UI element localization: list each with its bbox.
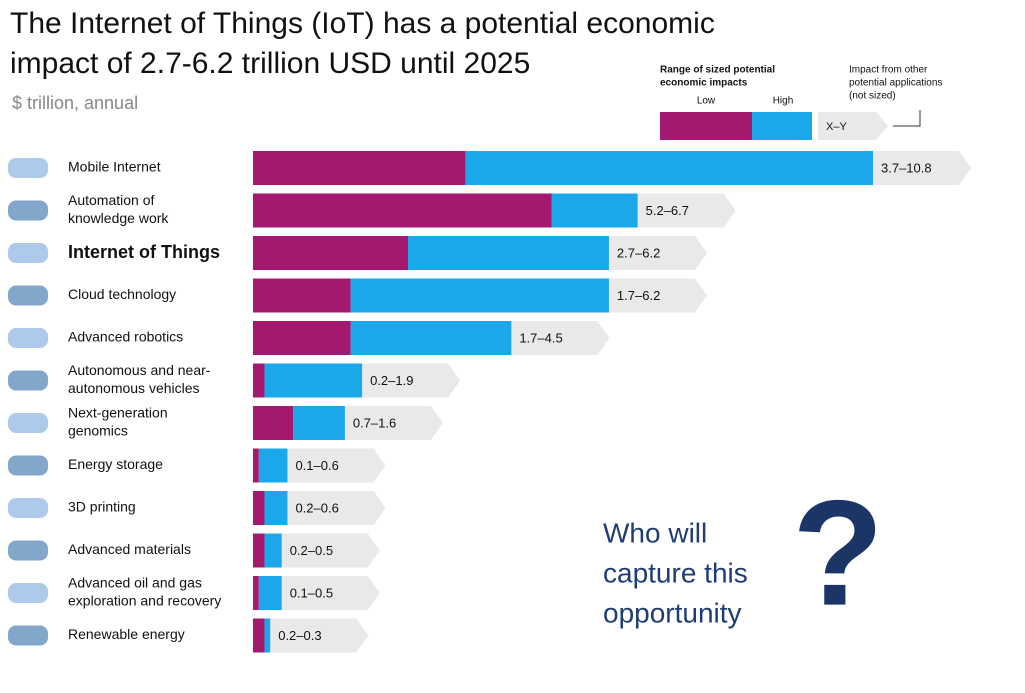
- category-label: Renewable energy: [68, 626, 185, 642]
- legend-label: X–Y: [826, 121, 847, 133]
- value-chevron: [606, 236, 707, 270]
- value-chevron: [285, 448, 386, 483]
- category-label: autonomous vehicles: [68, 380, 200, 396]
- value-chevron: [509, 321, 610, 355]
- value-label: 0.1–0.5: [290, 585, 333, 600]
- legend-label: Low: [697, 96, 716, 107]
- bar-low: [253, 278, 351, 313]
- legend-swatch: [752, 112, 812, 140]
- bar-low: [253, 491, 265, 525]
- value-label: 2.7–6.2: [617, 245, 660, 260]
- bar-high: [264, 618, 271, 653]
- bar-low: [253, 406, 294, 440]
- bar-high: [551, 193, 638, 228]
- bar-high: [465, 151, 873, 185]
- bar-high: [350, 278, 609, 313]
- bar-low: [253, 151, 466, 185]
- row-icon: [8, 540, 48, 561]
- value-label: 0.2–0.5: [290, 543, 333, 558]
- value-chevron: [360, 363, 461, 398]
- value-chevron: [285, 491, 386, 525]
- category-label: genomics: [68, 423, 128, 439]
- bar-high: [264, 491, 288, 525]
- annotation: Who will: [603, 517, 707, 548]
- bar-low: [253, 533, 265, 568]
- value-label: 0.1–0.6: [295, 458, 338, 473]
- row-icon: [8, 625, 48, 646]
- value-chevron: [279, 533, 380, 568]
- value-label: 0.2–0.6: [295, 500, 338, 515]
- annotation: opportunity: [603, 597, 742, 628]
- legend-bracket: [893, 110, 921, 127]
- bar-high: [350, 321, 512, 355]
- row-icon: [8, 498, 48, 518]
- category-label: Internet of Things: [68, 242, 220, 262]
- value-label: 3.7–10.8: [881, 160, 932, 175]
- category-label: exploration and recovery: [68, 593, 221, 609]
- row-icon: [8, 200, 48, 221]
- legend-swatch: [660, 112, 752, 140]
- value-label: 1.7–4.5: [519, 330, 562, 345]
- category-label: Next-generation: [68, 405, 168, 421]
- row-icon: [8, 413, 48, 433]
- chart-title: The Internet of Things (IoT) has a poten…: [10, 7, 715, 40]
- row-icon: [8, 455, 48, 476]
- category-label: Advanced robotics: [68, 329, 183, 345]
- row-icon: [8, 243, 48, 263]
- bar-low: [253, 448, 259, 483]
- legend-label: High: [773, 96, 794, 107]
- annotation: capture this: [603, 557, 748, 588]
- category-label: Advanced oil and gas: [68, 575, 202, 591]
- bar-high: [264, 533, 282, 568]
- bar-low: [253, 618, 265, 653]
- bar-high: [408, 236, 609, 270]
- bar-high: [258, 576, 282, 610]
- row-icon: [8, 328, 48, 348]
- row-icon: [8, 583, 48, 603]
- bar-high: [293, 406, 345, 440]
- bar-low: [253, 363, 265, 398]
- category-label: Cloud technology: [68, 286, 176, 302]
- category-label: Energy storage: [68, 456, 163, 472]
- value-chevron: [268, 618, 369, 653]
- legend-note: Impact from other: [849, 65, 928, 76]
- row-icon: [8, 285, 48, 306]
- row-icon: [8, 158, 48, 178]
- legend-title: economic impacts: [660, 78, 748, 89]
- bar-low: [253, 236, 408, 270]
- category-label: Autonomous and near-: [68, 362, 211, 378]
- value-chevron: [635, 193, 736, 228]
- value-chevron: [279, 576, 380, 610]
- bar-high: [264, 363, 363, 398]
- bar-high: [258, 448, 288, 483]
- category-label: knowledge work: [68, 210, 169, 226]
- value-chevron: [606, 278, 707, 313]
- value-label: 0.2–1.9: [370, 373, 413, 388]
- legend-chevron: [818, 112, 888, 140]
- bar-low: [253, 321, 351, 355]
- row-icon: [8, 370, 48, 391]
- category-label: Automation of: [68, 192, 154, 208]
- chart-title: impact of 2.7-6.2 trillion USD until 202…: [10, 47, 530, 80]
- value-chevron: [871, 151, 971, 185]
- category-label: 3D printing: [68, 499, 136, 515]
- value-label: 5.2–6.7: [646, 203, 689, 218]
- category-label: Mobile Internet: [68, 159, 161, 175]
- value-label: 0.2–0.3: [278, 628, 321, 643]
- value-chevron: [342, 406, 443, 440]
- bar-low: [253, 193, 552, 228]
- legend-note: potential applications: [849, 78, 942, 89]
- category-label: Advanced materials: [68, 541, 191, 557]
- legend-note: (not sized): [849, 91, 896, 102]
- value-label: 1.7–6.2: [617, 288, 660, 303]
- bar-low: [253, 576, 259, 610]
- legend-title: Range of sized potential: [660, 65, 775, 76]
- chart-subtitle: $ trillion, annual: [12, 93, 138, 113]
- annotation-mark: ?: [792, 469, 884, 637]
- value-label: 0.7–1.6: [353, 415, 396, 430]
